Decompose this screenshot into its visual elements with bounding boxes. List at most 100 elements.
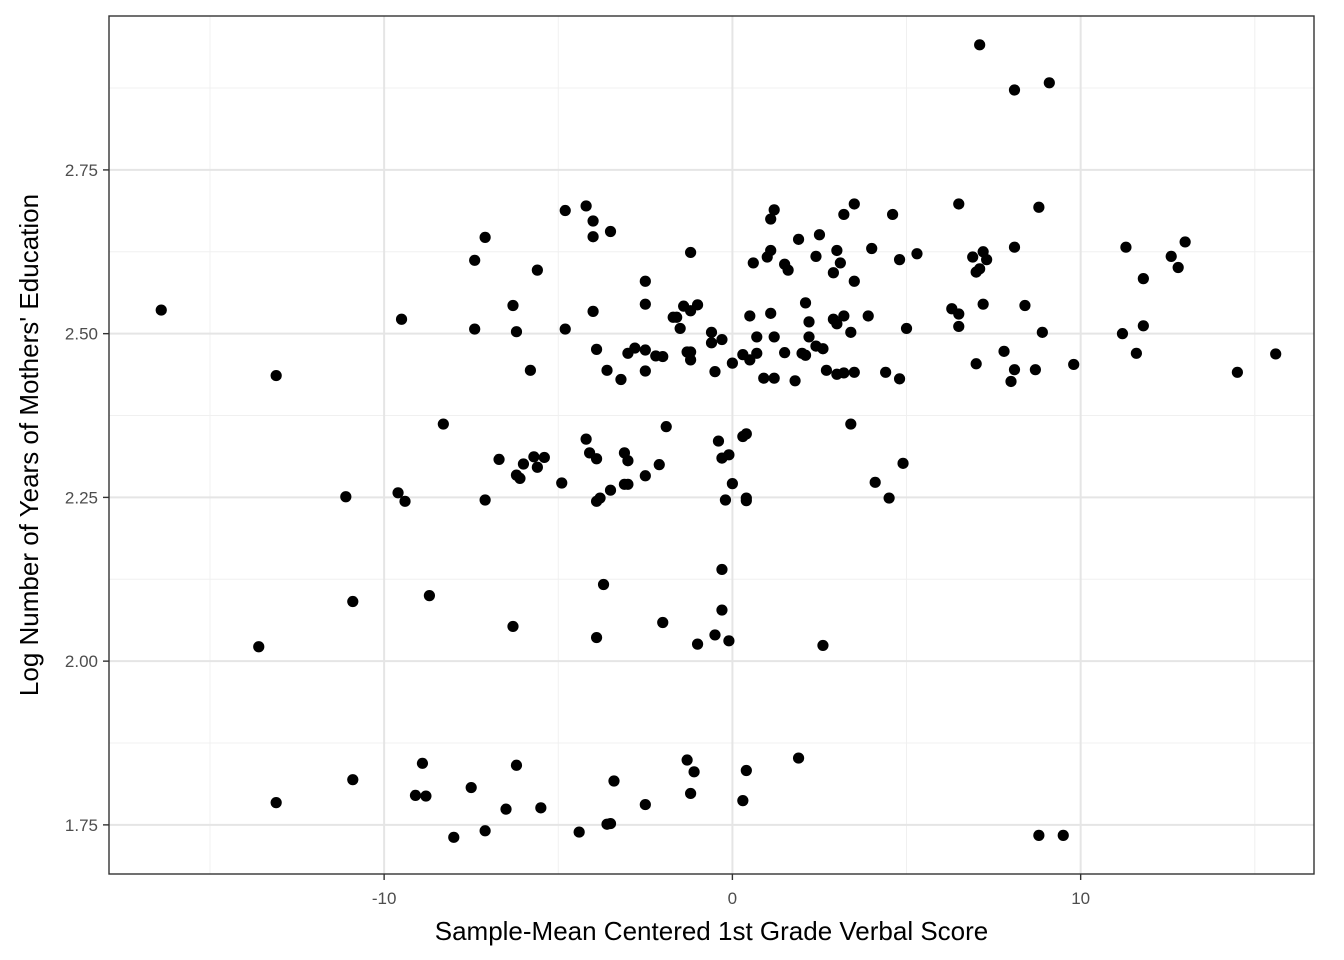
data-point — [1005, 375, 1017, 388]
data-point — [1179, 236, 1191, 248]
data-point — [392, 487, 404, 499]
data-point — [1033, 201, 1045, 213]
data-point — [740, 764, 752, 777]
data-point — [716, 333, 728, 346]
data-point — [768, 331, 780, 343]
data-point — [573, 826, 585, 838]
data-point — [768, 204, 780, 216]
data-point — [395, 313, 408, 325]
major-gridlines — [109, 16, 1314, 874]
data-point — [751, 347, 763, 359]
data-point — [726, 357, 738, 369]
data-point — [831, 318, 843, 330]
data-point — [340, 491, 352, 503]
data-point — [657, 616, 669, 629]
data-point — [893, 373, 906, 385]
data-point — [813, 229, 826, 241]
data-point — [1165, 250, 1177, 262]
data-point — [974, 39, 986, 51]
minor-gridlines — [109, 16, 1314, 874]
data-point — [974, 263, 986, 275]
data-point — [580, 200, 592, 212]
data-point — [834, 257, 846, 269]
data-point — [493, 453, 505, 466]
data-point — [594, 492, 606, 504]
data-point — [1137, 273, 1149, 285]
data-point — [674, 322, 686, 335]
data-points — [155, 39, 1282, 843]
data-point — [1057, 829, 1069, 841]
data-point — [869, 476, 881, 488]
data-point — [737, 795, 749, 807]
data-point — [845, 418, 857, 430]
data-point — [1008, 84, 1021, 96]
data-point — [709, 366, 721, 378]
data-point — [423, 590, 436, 602]
data-point — [469, 254, 481, 266]
data-point — [723, 449, 735, 461]
y-tick-label: 2.75 — [65, 161, 98, 180]
data-point — [845, 326, 857, 338]
data-point — [253, 641, 265, 653]
data-point — [1172, 261, 1184, 274]
data-point — [479, 825, 491, 837]
data-point — [744, 354, 756, 366]
data-point — [723, 635, 735, 647]
data-point — [514, 472, 526, 485]
data-point — [639, 798, 651, 811]
data-point — [479, 231, 491, 243]
data-point — [685, 346, 697, 358]
data-point — [469, 323, 481, 335]
data-point — [1068, 358, 1080, 371]
data-point — [615, 373, 627, 386]
data-point — [587, 215, 599, 227]
data-point — [590, 343, 603, 355]
data-point — [848, 198, 860, 210]
data-point — [657, 350, 669, 363]
data-point — [1008, 241, 1021, 253]
data-point — [1008, 364, 1021, 376]
data-point — [744, 310, 756, 322]
data-point — [1043, 77, 1055, 89]
y-axis-title: Log Number of Years of Mothers' Educatio… — [14, 194, 44, 696]
data-point — [838, 367, 850, 379]
data-point — [998, 345, 1010, 357]
data-point — [799, 297, 812, 309]
x-axis: -10 0 10 — [372, 874, 1090, 908]
data-point — [740, 495, 752, 507]
data-point — [639, 470, 651, 482]
data-point — [604, 817, 617, 830]
data-point — [880, 366, 892, 378]
data-point — [556, 477, 568, 489]
data-point — [900, 322, 913, 335]
y-tick-label: 2.50 — [65, 325, 98, 344]
data-point — [688, 766, 700, 778]
data-point — [622, 455, 634, 467]
data-point — [820, 364, 833, 376]
data-point — [1120, 241, 1132, 253]
data-point — [740, 428, 752, 440]
data-point — [911, 248, 923, 260]
data-point — [587, 231, 599, 243]
data-point — [953, 308, 965, 320]
data-point — [510, 326, 523, 338]
data-point — [789, 375, 801, 387]
data-point — [953, 320, 965, 333]
x-tick-label: -10 — [372, 889, 397, 908]
data-point — [1036, 326, 1048, 338]
data-point — [817, 343, 829, 355]
data-point — [705, 326, 718, 338]
data-point — [629, 342, 641, 354]
data-point — [590, 453, 603, 465]
data-point — [448, 831, 460, 843]
y-axis: 1.75 2.00 2.25 2.50 2.75 — [65, 161, 109, 835]
data-point — [479, 494, 491, 506]
data-point — [510, 759, 523, 771]
data-point — [691, 299, 704, 311]
y-tick-label: 1.75 — [65, 816, 98, 835]
data-point — [559, 323, 571, 335]
data-point — [587, 305, 599, 317]
data-point — [347, 595, 359, 608]
data-point — [420, 790, 432, 802]
